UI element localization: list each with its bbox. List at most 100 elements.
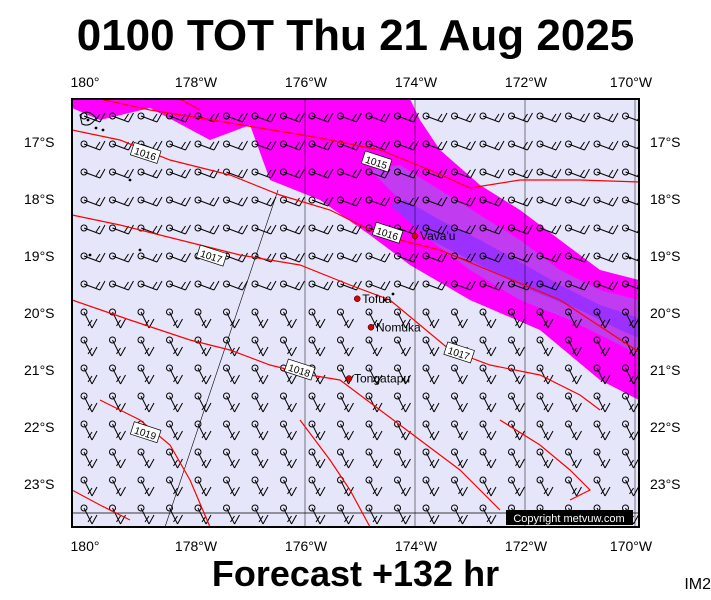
- wind-barb: [451, 504, 468, 525]
- wind-barb: [508, 112, 533, 123]
- wind-barb: [422, 112, 448, 123]
- wind-barb: [593, 336, 611, 357]
- wind-barb: [280, 308, 297, 329]
- wind-barb: [365, 504, 383, 525]
- wind-barb: [451, 420, 468, 441]
- wind-barb: [365, 196, 391, 207]
- lat-tick-label: 23°S: [650, 476, 681, 492]
- wind-barb: [223, 196, 248, 207]
- wind-barb: [479, 392, 497, 413]
- wind-barb: [80, 420, 98, 441]
- wind-barb: [80, 140, 106, 151]
- wind-barb: [622, 420, 639, 441]
- wind-barb: [565, 308, 582, 329]
- wind-barb: [80, 364, 98, 385]
- lat-tick-label: 21°S: [24, 362, 55, 378]
- wind-barb: [109, 224, 134, 235]
- wind-barb: [194, 140, 220, 151]
- lat-tick-label: 17°S: [24, 134, 55, 150]
- wind-barb: [166, 140, 191, 151]
- wind-barb: [508, 196, 533, 207]
- wind-barb: [479, 252, 505, 263]
- wind-barb: [109, 336, 126, 357]
- wind-barb: [166, 308, 183, 329]
- wind-barb: [536, 168, 562, 179]
- islands: [79, 111, 632, 302]
- wind-barb: [536, 280, 562, 291]
- wind-barb: [508, 392, 525, 413]
- forecast-label: Forecast +132 hr: [211, 553, 500, 594]
- wind-barb: [422, 280, 448, 291]
- wind-barb: [166, 476, 183, 497]
- lon-tick-label: 172°W: [504, 74, 548, 90]
- wind-barb: [80, 504, 98, 525]
- wind-barb: [593, 112, 619, 123]
- wind-barb: [137, 112, 163, 123]
- wind-barb: [508, 140, 533, 151]
- wind-barb: [422, 364, 440, 385]
- wind-barb: [451, 196, 476, 207]
- wind-barb: [223, 448, 240, 469]
- wind-barb: [508, 224, 533, 235]
- wind-speed-band-strong: [390, 200, 639, 338]
- lat-tick-label: 18°S: [24, 191, 55, 207]
- wind-barb: [394, 168, 419, 179]
- lon-tick-label: 174°W: [394, 538, 438, 554]
- lat-tick-label: 19°S: [24, 248, 55, 264]
- wind-barb: [451, 476, 468, 497]
- wind-barb: [565, 364, 582, 385]
- wind-barb: [565, 112, 590, 123]
- wind-barb: [137, 448, 155, 469]
- wind-barb: [137, 392, 155, 413]
- wind-barb: [536, 392, 554, 413]
- wind-barb: [337, 392, 354, 413]
- wind-barb: [251, 280, 277, 291]
- wind-barb: [308, 448, 326, 469]
- wind-barb: [536, 112, 562, 123]
- wind-barb: [223, 476, 240, 497]
- wind-barb: [593, 224, 619, 235]
- wind-barb: [308, 112, 334, 123]
- wind-barb: [137, 252, 163, 263]
- wind-barb: [80, 280, 106, 291]
- wind-barb: [479, 504, 497, 525]
- wind-barb: [280, 112, 305, 123]
- isobar-lines: [72, 99, 639, 527]
- corner-label: IM2: [684, 576, 711, 593]
- wind-barb: [80, 336, 98, 357]
- wind-barb: [194, 476, 212, 497]
- wind-barb: [337, 252, 362, 263]
- wind-barb: [280, 476, 297, 497]
- wind-barb: [194, 280, 220, 291]
- map-frame: [71, 98, 640, 528]
- wind-barb: [536, 196, 562, 207]
- wind-barb: [194, 168, 220, 179]
- wind-barb: [479, 280, 505, 291]
- place-label: Nomuka: [376, 320, 421, 334]
- wind-barb: [137, 336, 155, 357]
- wind-barb: [280, 168, 305, 179]
- lat-tick-label: 19°S: [650, 248, 681, 264]
- wind-barb: [422, 252, 448, 263]
- wind-barb: [565, 476, 582, 497]
- wind-barb: [479, 364, 497, 385]
- wind-barb: [109, 168, 134, 179]
- wind-barb: [479, 448, 497, 469]
- wind-barb: [394, 476, 411, 497]
- wind-barb: [451, 140, 476, 151]
- wind-barb: [593, 392, 611, 413]
- wind-barb: [194, 308, 212, 329]
- wind-barb: [166, 504, 183, 525]
- lon-tick-label: 178°W: [174, 74, 218, 90]
- wind-barb: [394, 504, 411, 525]
- wind-barb: [166, 420, 183, 441]
- wind-barb: [394, 280, 419, 291]
- wind-barb: [80, 392, 98, 413]
- wind-barb: [422, 420, 440, 441]
- wind-barb: [536, 476, 554, 497]
- wind-barb: [280, 140, 305, 151]
- wind-barb: [137, 504, 155, 525]
- wind-barbs: [80, 112, 639, 525]
- wind-barb: [308, 392, 326, 413]
- wind-barb: [593, 420, 611, 441]
